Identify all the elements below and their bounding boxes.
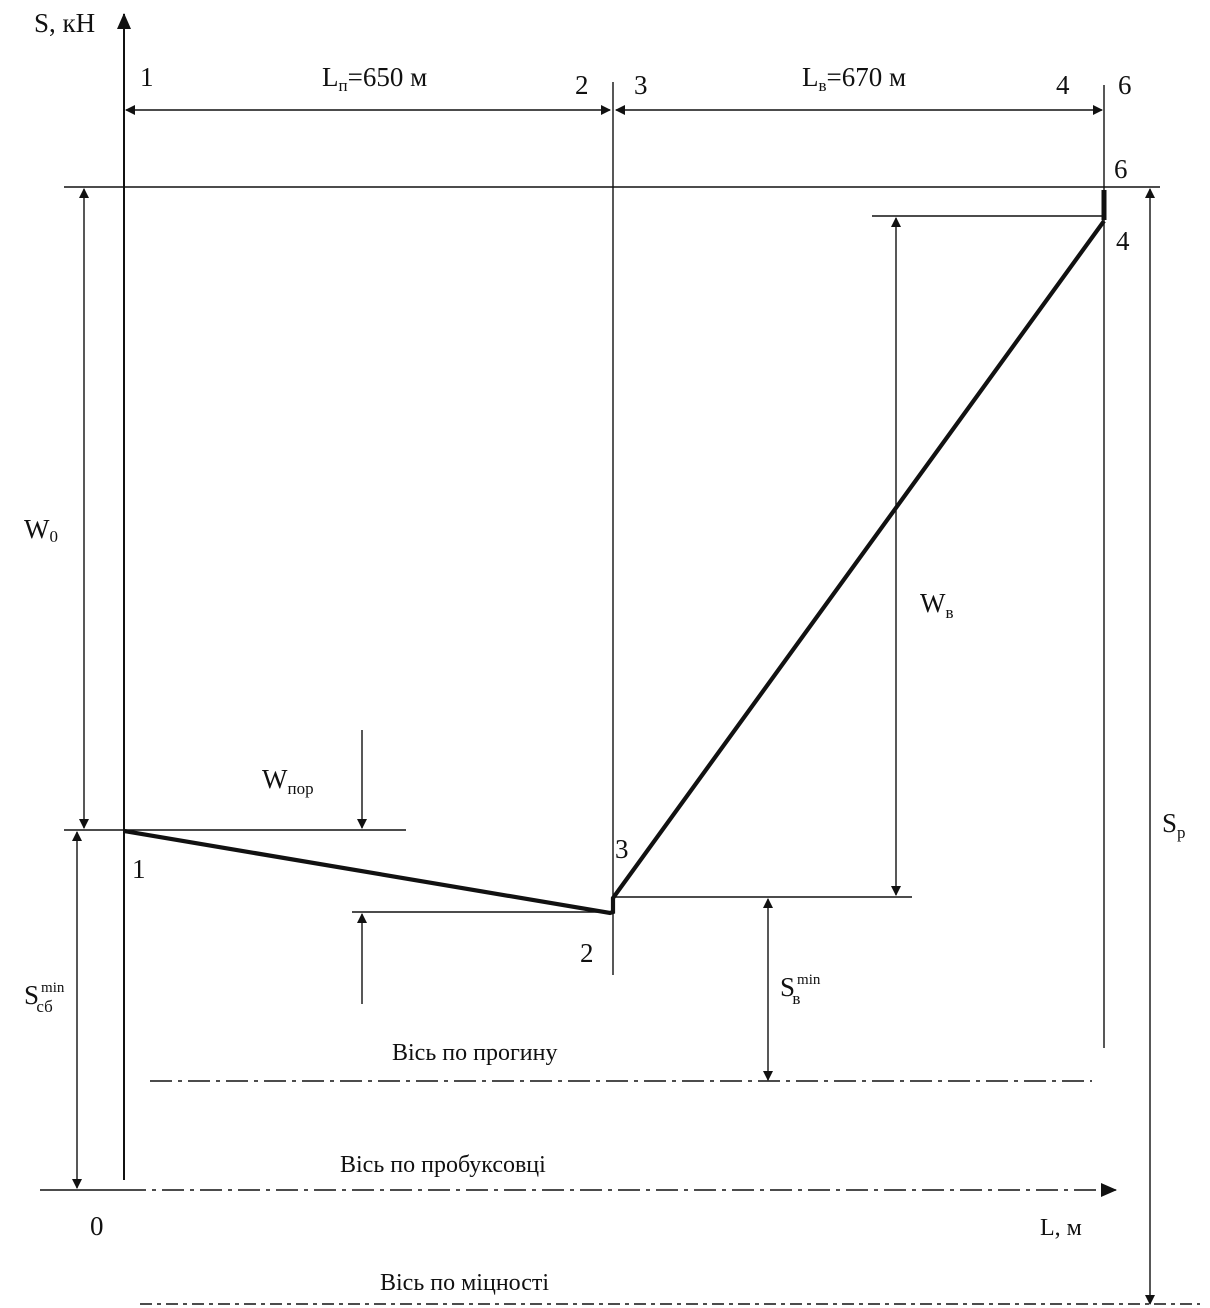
ssb-sup: min [41,980,65,996]
w0-label: W0 [24,514,58,546]
deflection-axis-label: Вісь по прогину [392,1040,558,1066]
w0-sub: 0 [49,527,58,546]
top-point-6: 6 [1118,70,1132,100]
point-3-label: 3 [615,834,629,864]
lp-value: =650 м [348,62,428,92]
wpor-label: Wпор [262,764,314,798]
sv-sub: в [792,989,800,1008]
sv-sup: min [797,972,821,988]
top-point-1: 1 [140,62,154,92]
origin-label: 0 [90,1211,104,1241]
sp-sub: р [1177,823,1186,842]
wv-main: W [920,588,946,618]
sv-main: S [780,972,795,1002]
wpor-sub: пор [287,779,313,798]
tension-curve [123,219,1106,916]
ssb-main: S [24,980,39,1010]
sp-label: Sр [1162,808,1186,842]
lp-main: L [322,62,339,92]
x-axis-label: L, м [1040,1215,1082,1241]
lv-value: =670 м [827,62,907,92]
point-2-label: 2 [580,938,594,968]
lv-sub: в [819,76,827,95]
point-1-label: 1 [132,854,146,884]
lv-main: L [802,62,819,92]
wv-sub: в [945,603,953,622]
wpor-main: W [262,764,288,794]
lv-label: Lв=670 м [802,62,906,95]
y-axis-label: S, кН [34,8,95,38]
lp-sub: п [339,76,348,95]
w0-main: W [24,514,50,544]
slip-axis-label: Вісь по пробуксовці [340,1152,546,1178]
lp-label: Lп=650 м [322,62,427,95]
ssb-sub: сб [36,997,52,1016]
strength-axis-label: Вісь по міцності [380,1270,549,1296]
wv-label: Wв [920,588,954,622]
point-6-label: 6 [1114,154,1128,184]
top-point-4: 4 [1056,70,1070,100]
sp-main: S [1162,808,1177,838]
point-4-label: 4 [1116,226,1130,256]
top-point-2: 2 [575,70,589,100]
top-point-3: 3 [634,70,648,100]
